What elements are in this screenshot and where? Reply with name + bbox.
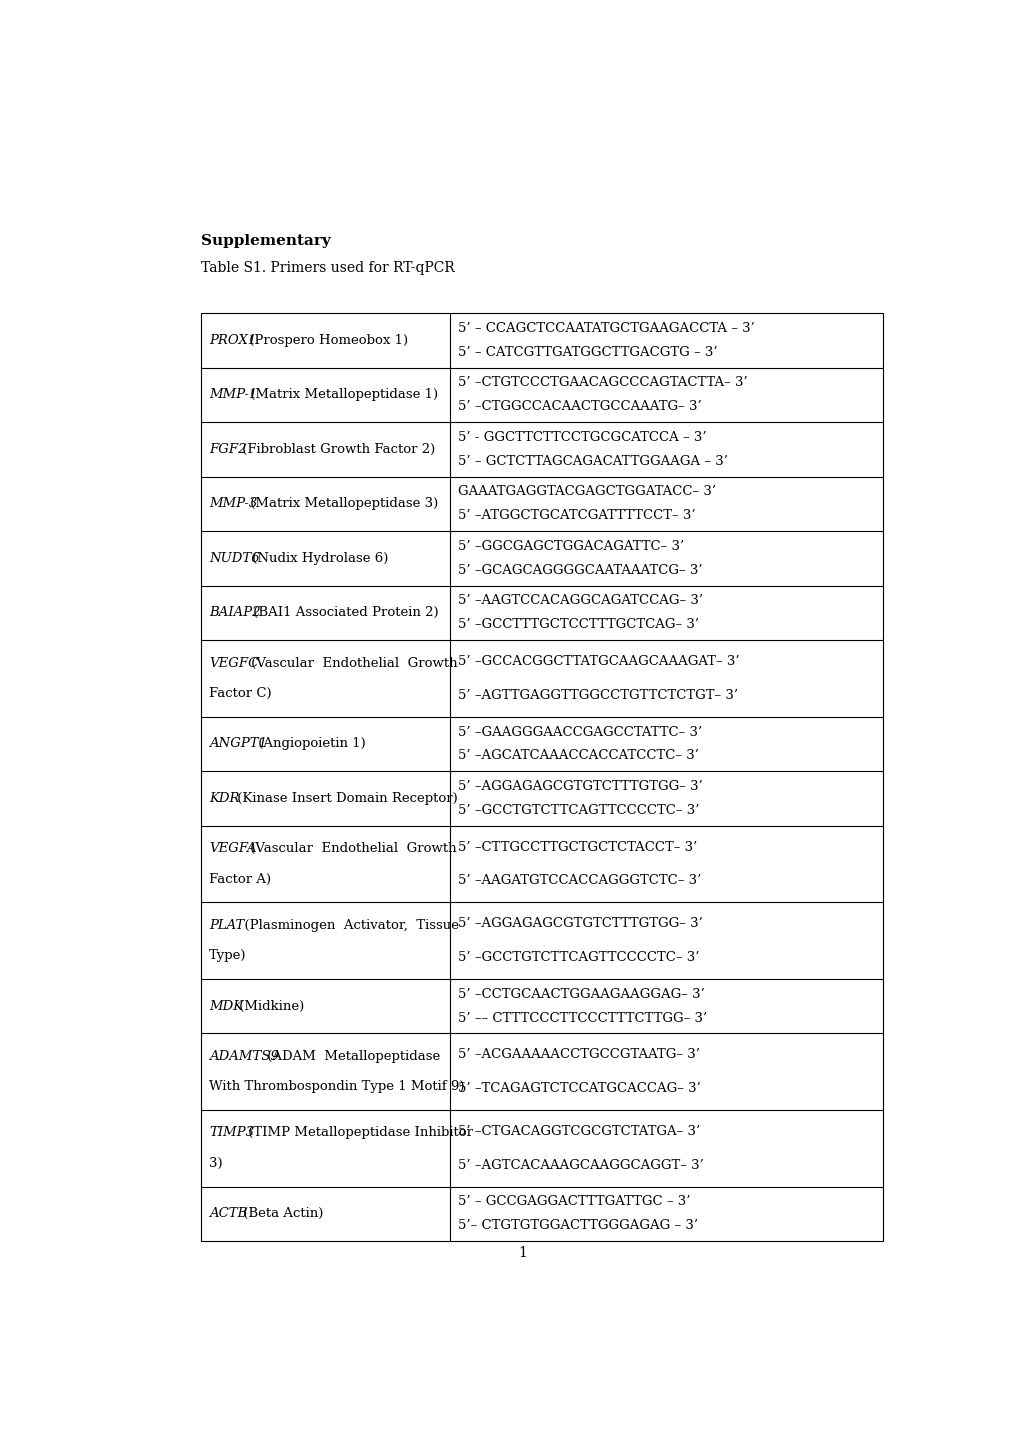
Text: (Prospero Homeobox 1): (Prospero Homeobox 1) <box>246 335 409 348</box>
Text: 5’ –CCTGCAACTGGAAGAAGGAG– 3’: 5’ –CCTGCAACTGGAAGAAGGAG– 3’ <box>458 988 704 1001</box>
Text: ACTB: ACTB <box>209 1207 247 1220</box>
Text: MMP-1: MMP-1 <box>209 388 257 401</box>
Text: 5’ –CTGACAGGTCGCGTCTATGA– 3’: 5’ –CTGACAGGTCGCGTCTATGA– 3’ <box>458 1125 699 1138</box>
Text: 5’ –GCCTTTGCTCCTTTGCTCAG– 3’: 5’ –GCCTTTGCTCCTTTGCTCAG– 3’ <box>458 619 698 632</box>
Text: KDR: KDR <box>209 792 239 805</box>
Text: 5’ –AAGATGTCCACCAGGGTCTC– 3’: 5’ –AAGATGTCCACCAGGGTCTC– 3’ <box>458 874 700 887</box>
Text: (Fibroblast Growth Factor 2): (Fibroblast Growth Factor 2) <box>237 443 435 456</box>
Text: FGF2: FGF2 <box>209 443 247 456</box>
Text: TIMP3: TIMP3 <box>209 1126 254 1139</box>
Text: 5’ – CATCGTTGATGGCTTGACGTG – 3’: 5’ – CATCGTTGATGGCTTGACGTG – 3’ <box>458 346 716 359</box>
Text: NUDT6: NUDT6 <box>209 552 259 565</box>
Text: 5’– CTGTGTGGACTTGGGAGAG – 3’: 5’– CTGTGTGGACTTGGGAGAG – 3’ <box>458 1220 697 1233</box>
Text: (ADAM  Metallopeptidase: (ADAM Metallopeptidase <box>263 1050 440 1063</box>
Text: 3): 3) <box>209 1156 222 1169</box>
Text: (Vascular  Endothelial  Growth: (Vascular Endothelial Growth <box>246 842 455 855</box>
Text: 1: 1 <box>518 1246 527 1260</box>
Text: (BAI1 Associated Protein 2): (BAI1 Associated Protein 2) <box>249 607 438 620</box>
Text: PROX1: PROX1 <box>209 335 256 348</box>
Text: 5’ –GCCTGTCTTCAGTTCCCCTC– 3’: 5’ –GCCTGTCTTCAGTTCCCCTC– 3’ <box>458 805 699 818</box>
Text: 5’ –GCCACGGCTTATGCAAGCAAAGAT– 3’: 5’ –GCCACGGCTTATGCAAGCAAAGAT– 3’ <box>458 655 739 668</box>
Text: BAIAP2: BAIAP2 <box>209 607 260 620</box>
Text: 5’ –GCCTGTCTTCAGTTCCCCTC– 3’: 5’ –GCCTGTCTTCAGTTCCCCTC– 3’ <box>458 950 699 963</box>
Text: 5’ –AGGAGAGCGTGTCTTTGTGG– 3’: 5’ –AGGAGAGCGTGTCTTTGTGG– 3’ <box>458 917 702 930</box>
Text: (Angiopoietin 1): (Angiopoietin 1) <box>254 737 365 750</box>
Text: 5’ – GCTCTTAGCAGACATTGGAAGA – 3’: 5’ – GCTCTTAGCAGACATTGGAAGA – 3’ <box>458 454 728 467</box>
Text: 5’ –CTGTCCCTGAACAGCCCAGTACTTA– 3’: 5’ –CTGTCCCTGAACAGCCCAGTACTTA– 3’ <box>458 376 747 389</box>
Text: 5’ –CTTGCCTTGCTGCTCTACCT– 3’: 5’ –CTTGCCTTGCTGCTCTACCT– 3’ <box>458 841 697 854</box>
Text: Factor C): Factor C) <box>209 688 271 701</box>
Text: (Kinase Insert Domain Receptor): (Kinase Insert Domain Receptor) <box>232 792 457 805</box>
Text: 5’ –AGGAGAGCGTGTCTTTGTGG– 3’: 5’ –AGGAGAGCGTGTCTTTGTGG– 3’ <box>458 780 702 793</box>
Text: 5’ - GGCTTCTTCCTGCGCATCCA – 3’: 5’ - GGCTTCTTCCTGCGCATCCA – 3’ <box>458 431 706 444</box>
Text: Table S1. Primers used for RT-qPCR: Table S1. Primers used for RT-qPCR <box>201 261 454 274</box>
Text: VEGFA: VEGFA <box>209 842 256 855</box>
Text: (Matrix Metallopeptidase 3): (Matrix Metallopeptidase 3) <box>246 497 438 510</box>
Text: 5’ –TCAGAGTCTCCATGCACCAG– 3’: 5’ –TCAGAGTCTCCATGCACCAG– 3’ <box>458 1082 700 1094</box>
Text: 5’ –ATGGCTGCATCGATTTTCCT– 3’: 5’ –ATGGCTGCATCGATTTTCCT– 3’ <box>458 509 695 522</box>
Text: 5’ –– CTTTCCCTTCCCTTTCTTGG– 3’: 5’ –– CTTTCCCTTCCCTTTCTTGG– 3’ <box>458 1012 706 1025</box>
Text: 5’ –AGTCACAAAGCAAGGCAGGT– 3’: 5’ –AGTCACAAAGCAAGGCAGGT– 3’ <box>458 1158 703 1171</box>
Text: Supplementary: Supplementary <box>201 234 330 248</box>
Text: ANGPT1: ANGPT1 <box>209 737 267 750</box>
Text: 5’ –AAGTCCACAGGCAGATCCAG– 3’: 5’ –AAGTCCACAGGCAGATCCAG– 3’ <box>458 594 702 607</box>
Bar <box>201 313 882 1242</box>
Text: 5’ –GGCGAGCTGGACAGATTC– 3’: 5’ –GGCGAGCTGGACAGATTC– 3’ <box>458 539 684 552</box>
Text: (Vascular  Endothelial  Growth: (Vascular Endothelial Growth <box>247 656 458 669</box>
Text: 5’ – CCAGCTCCAATATGCTGAAGACCTA – 3’: 5’ – CCAGCTCCAATATGCTGAAGACCTA – 3’ <box>458 322 754 335</box>
Text: 5’ –GAAGGGAACCGAGCCTATTC– 3’: 5’ –GAAGGGAACCGAGCCTATTC– 3’ <box>458 725 701 738</box>
Text: 5’ –AGCATCAAACCACCATCCTC– 3’: 5’ –AGCATCAAACCACCATCCTC– 3’ <box>458 750 698 763</box>
Text: Factor A): Factor A) <box>209 872 271 885</box>
Text: (Midkine): (Midkine) <box>235 999 305 1012</box>
Text: Type): Type) <box>209 949 247 962</box>
Text: (Matrix Metallopeptidase 1): (Matrix Metallopeptidase 1) <box>246 388 438 401</box>
Text: ADAMTS9: ADAMTS9 <box>209 1050 278 1063</box>
Text: 5’ –CTGGCCACAACTGCCAAATG– 3’: 5’ –CTGGCCACAACTGCCAAATG– 3’ <box>458 401 701 414</box>
Text: (Nudix Hydrolase 6): (Nudix Hydrolase 6) <box>248 552 388 565</box>
Text: 5’ –AGTTGAGGTTGGCCTGTTCTCTGT– 3’: 5’ –AGTTGAGGTTGGCCTGTTCTCTGT– 3’ <box>458 689 737 702</box>
Text: MMP-3: MMP-3 <box>209 497 257 510</box>
Text: 5’ –ACGAAAAACCTGCCGTAATG– 3’: 5’ –ACGAAAAACCTGCCGTAATG– 3’ <box>458 1048 699 1061</box>
Text: (TIMP Metallopeptidase Inhibitor: (TIMP Metallopeptidase Inhibitor <box>244 1126 472 1139</box>
Text: VEGFC: VEGFC <box>209 656 258 669</box>
Text: GAAATGAGGTACGAGCTGGATACC– 3’: GAAATGAGGTACGAGCTGGATACC– 3’ <box>458 486 715 499</box>
Text: (Beta Actin): (Beta Actin) <box>238 1207 323 1220</box>
Text: 5’ – GCCGAGGACTTTGATTGC – 3’: 5’ – GCCGAGGACTTTGATTGC – 3’ <box>458 1195 690 1208</box>
Text: PLAT: PLAT <box>209 919 244 932</box>
Text: MDK: MDK <box>209 999 243 1012</box>
Text: With Thrombospondin Type 1 Motif 9): With Thrombospondin Type 1 Motif 9) <box>209 1080 464 1093</box>
Text: 5’ –GCAGCAGGGGCAATAAATCG– 3’: 5’ –GCAGCAGGGGCAATAAATCG– 3’ <box>458 564 702 577</box>
Text: (Plasminogen  Activator,  Tissue: (Plasminogen Activator, Tissue <box>236 919 459 932</box>
